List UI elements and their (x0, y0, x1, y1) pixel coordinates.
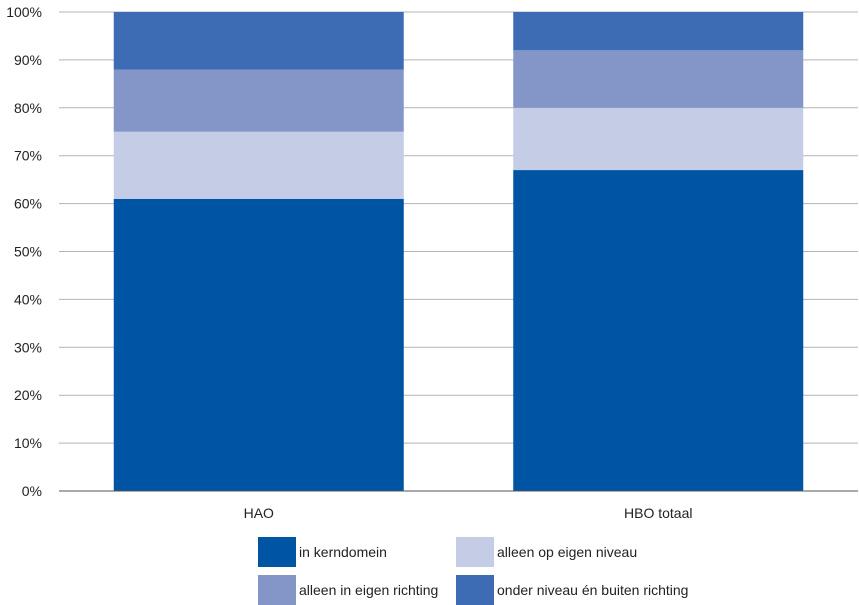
y-tick-label: 40% (14, 291, 42, 307)
category-label: HBO totaal (624, 505, 692, 521)
y-tick-label: 100% (6, 4, 42, 20)
bars (113, 12, 804, 491)
bar-segment-0 (113, 198, 404, 491)
legend-swatch (456, 575, 494, 605)
y-tick-label: 60% (14, 196, 42, 212)
bar-segment-1 (113, 131, 404, 199)
y-tick-label: 90% (14, 52, 42, 68)
legend-label: onder niveau én buiten richting (497, 582, 688, 598)
bar-segment-2 (513, 50, 804, 108)
bar-segment-0 (513, 170, 804, 491)
legend-label: alleen in eigen richting (299, 582, 438, 598)
bar-segment-1 (513, 107, 804, 171)
bar-segment-3 (513, 12, 804, 51)
y-tick-label: 70% (14, 148, 42, 164)
y-tick-label: 10% (14, 435, 42, 451)
legend-label: in kerndomein (299, 544, 387, 560)
y-tick-label: 50% (14, 244, 42, 260)
x-axis-categories: HAO HBO totaal (244, 505, 693, 521)
y-axis-ticks: 0% 10% 20% 30% 40% 50% 60% 70% 80% 90% 100% (6, 4, 42, 499)
category-label: HAO (244, 505, 274, 521)
y-tick-label: 20% (14, 387, 42, 403)
legend-swatch (258, 575, 296, 605)
y-tick-label: 0% (22, 483, 42, 499)
legend-swatch (258, 537, 296, 567)
bar-segment-3 (113, 12, 404, 70)
y-tick-label: 30% (14, 339, 42, 355)
legend-swatch (456, 537, 494, 567)
legend-label: alleen op eigen niveau (497, 544, 637, 560)
y-tick-label: 80% (14, 100, 42, 116)
bar-segment-2 (113, 69, 404, 132)
legend: in kerndomein alleen op eigen niveau allee… (258, 537, 688, 605)
